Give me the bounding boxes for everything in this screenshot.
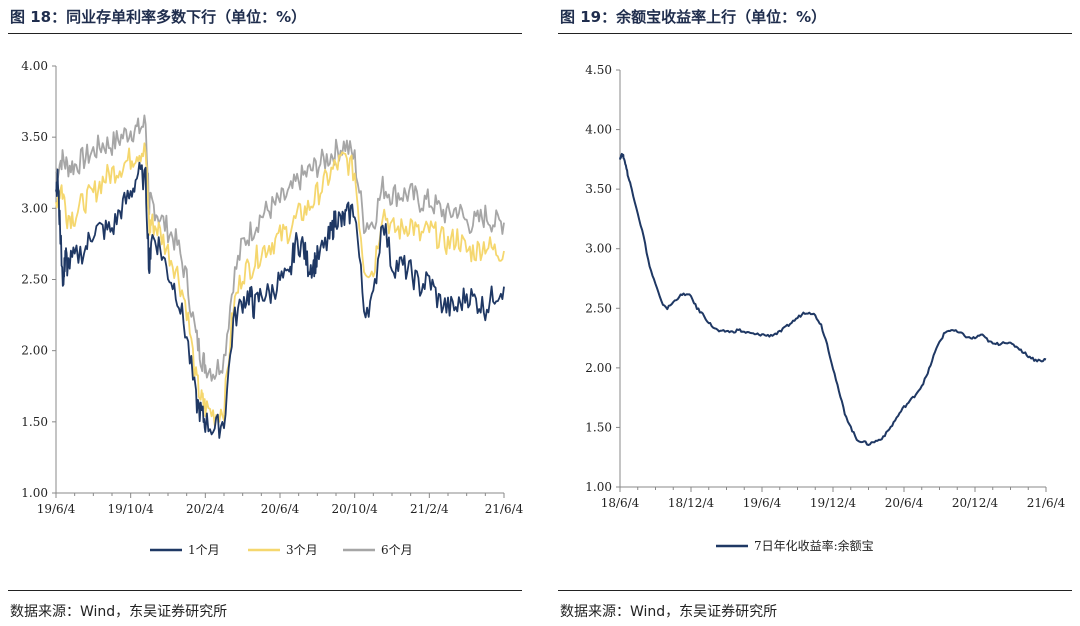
series-line-2: [55, 114, 505, 382]
y-tick-label: 1.00: [585, 480, 612, 494]
legend-label-2: 6个月: [381, 543, 413, 557]
x-tick-label: 20/10/4: [332, 502, 379, 516]
figure-18-top-rule: [8, 33, 522, 34]
y-tick-label: 4.00: [21, 59, 48, 73]
series-line-1: [55, 142, 505, 427]
y-tick-label: 2.50: [21, 273, 48, 287]
y-tick-label: 4.00: [585, 123, 612, 137]
x-tick-label: 19/12/4: [810, 496, 857, 510]
series-line-0: [55, 161, 505, 439]
y-tick-label: 4.50: [585, 63, 612, 77]
x-tick-label: 19/10/4: [108, 502, 155, 516]
figure-18-chart: 1.00 1.50 2.00 2.50 3.00 3.50 4.00 19/6/4 19/10/…: [21, 59, 524, 557]
x-tick-label: 21/6/4: [1027, 496, 1066, 510]
y-tick-label: 2.00: [21, 344, 48, 358]
x-tick-label: 19/6/4: [37, 502, 76, 516]
figure-19-source: 数据来源：Wind，东吴证券研究所: [560, 604, 778, 620]
figure-19-title: 图 19：余额宝收益率上行（单位：%）: [560, 8, 827, 26]
legend-label-0: 7日年化收益率:余额宝: [754, 538, 874, 553]
figure-18-title: 图 18：同业存单利率多数下行（单位：%）: [10, 8, 307, 26]
legend-label-0: 1个月: [188, 543, 220, 557]
y-tick-label: 1.50: [21, 415, 48, 429]
x-tick-label: 21/2/4: [410, 502, 449, 516]
x-tick-label: 21/6/4: [485, 502, 524, 516]
x-tick-label: 18/12/4: [668, 496, 715, 510]
figure-19-top-rule: [558, 33, 1072, 34]
y-tick-label: 2.50: [585, 301, 612, 315]
figure-19-panel: 图 19：余额宝收益率上行（单位：%） 1.00 1.50 2.00 2.50 3.00…: [550, 0, 1080, 626]
x-tick-label: 20/2/4: [186, 502, 225, 516]
legend-label-1: 3个月: [286, 543, 318, 557]
x-tick-label: 20/12/4: [952, 496, 999, 510]
y-tick-label: 1.50: [585, 420, 612, 434]
figure-18-source: 数据来源：Wind，东吴证券研究所: [10, 604, 228, 620]
y-tick-label: 2.00: [585, 361, 612, 375]
y-tick-label: 1.00: [21, 486, 48, 500]
figure-18-panel: 图 18：同业存单利率多数下行（单位：%） 1.00 1.50 2.00 2.50 3.…: [0, 0, 530, 626]
figure-19-bottom-rule: [558, 590, 1072, 591]
y-tick-label: 3.50: [585, 182, 612, 196]
y-tick-label: 3.50: [21, 130, 48, 144]
x-tick-label: 19/6/4: [743, 496, 782, 510]
x-tick-label: 20/6/4: [261, 502, 300, 516]
series-line-0: [619, 152, 1047, 446]
figure-19-chart: 1.00 1.50 2.00 2.50 3.00 3.50 4.00 4.50 18/6/4 18…: [585, 63, 1066, 553]
y-tick-label: 3.00: [21, 201, 48, 215]
x-tick-label: 18/6/4: [601, 496, 640, 510]
y-tick-label: 3.00: [585, 242, 612, 256]
figure-18-bottom-rule: [8, 590, 522, 591]
x-tick-label: 20/6/4: [885, 496, 924, 510]
